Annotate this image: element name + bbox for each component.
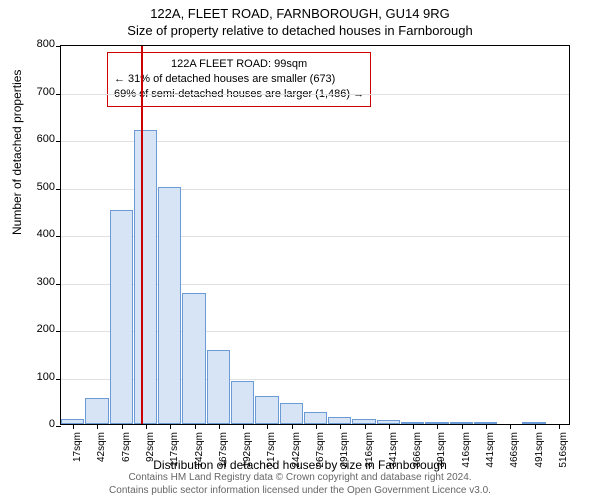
y-tick <box>56 236 61 237</box>
x-tick <box>462 424 463 429</box>
x-tick <box>365 424 366 429</box>
annotation-line2: ← 31% of detached houses are smaller (67… <box>114 72 364 87</box>
x-tick-label: 17sqm <box>72 432 83 474</box>
x-tick <box>292 424 293 429</box>
x-tick-label: 142sqm <box>194 432 205 474</box>
x-tick-label: 167sqm <box>218 432 229 474</box>
y-tick-label: 800 <box>15 38 55 50</box>
annotation-box: 122A FLEET ROAD: 99sqm ← 31% of detached… <box>107 52 371 107</box>
histogram-bar <box>134 130 157 425</box>
histogram-bar <box>158 187 181 425</box>
y-tick-label: 0 <box>15 418 55 430</box>
x-tick-label: 267sqm <box>315 432 326 474</box>
x-tick <box>195 424 196 429</box>
x-tick <box>437 424 438 429</box>
footer-line2: Contains public sector information licen… <box>0 485 600 498</box>
reference-line <box>141 46 143 424</box>
x-tick <box>267 424 268 429</box>
x-tick-label: 366sqm <box>412 432 423 474</box>
x-tick <box>340 424 341 429</box>
x-tick-label: 491sqm <box>534 432 545 474</box>
x-tick-label: 416sqm <box>461 432 472 474</box>
y-tick <box>56 46 61 47</box>
y-tick-label: 200 <box>15 323 55 335</box>
x-tick-label: 441sqm <box>485 432 496 474</box>
y-tick <box>56 284 61 285</box>
x-tick-label: 466sqm <box>509 432 520 474</box>
y-tick-label: 600 <box>15 133 55 145</box>
y-tick-label: 400 <box>15 228 55 240</box>
y-gridline <box>61 94 569 95</box>
x-tick-label: 117sqm <box>169 432 180 474</box>
histogram-bar <box>207 350 230 424</box>
histogram-bar <box>231 381 254 424</box>
x-tick-label: 217sqm <box>266 432 277 474</box>
histogram-bar <box>328 417 351 424</box>
x-tick-label: 391sqm <box>436 432 447 474</box>
x-tick <box>219 424 220 429</box>
y-tick-label: 500 <box>15 181 55 193</box>
y-tick-label: 700 <box>15 86 55 98</box>
y-tick <box>56 141 61 142</box>
chart-subtitle: Size of property relative to detached ho… <box>0 21 600 38</box>
histogram-bar <box>304 412 327 424</box>
footer-attribution: Contains HM Land Registry data © Crown c… <box>0 472 600 497</box>
x-tick <box>122 424 123 429</box>
x-tick-label: 67sqm <box>121 432 132 474</box>
y-tick <box>56 426 61 427</box>
y-tick <box>56 379 61 380</box>
chart-title: 122A, FLEET ROAD, FARNBOROUGH, GU14 9RG <box>0 0 600 21</box>
x-tick <box>97 424 98 429</box>
x-tick-label: 316sqm <box>364 432 375 474</box>
x-tick-label: 192sqm <box>242 432 253 474</box>
x-tick <box>170 424 171 429</box>
x-tick <box>316 424 317 429</box>
annotation-line1: 122A FLEET ROAD: 99sqm <box>114 57 364 72</box>
x-tick-label: 341sqm <box>388 432 399 474</box>
y-tick <box>56 189 61 190</box>
x-tick <box>389 424 390 429</box>
x-tick <box>535 424 536 429</box>
y-tick <box>56 94 61 95</box>
x-tick <box>559 424 560 429</box>
y-tick-label: 300 <box>15 276 55 288</box>
y-tick <box>56 331 61 332</box>
x-tick-label: 242sqm <box>291 432 302 474</box>
y-tick-label: 100 <box>15 371 55 383</box>
chart-plot-area: 122A FLEET ROAD: 99sqm ← 31% of detached… <box>60 45 570 425</box>
x-tick-label: 92sqm <box>145 432 156 474</box>
histogram-bar <box>280 403 303 424</box>
x-tick <box>510 424 511 429</box>
x-tick <box>243 424 244 429</box>
histogram-bar <box>85 398 108 424</box>
x-tick <box>73 424 74 429</box>
x-tick-label: 42sqm <box>96 432 107 474</box>
x-tick <box>413 424 414 429</box>
histogram-bar <box>255 396 278 425</box>
histogram-bar <box>110 210 133 424</box>
x-tick-label: 516sqm <box>558 432 569 474</box>
histogram-bar <box>182 293 205 424</box>
x-tick <box>486 424 487 429</box>
x-tick <box>146 424 147 429</box>
x-tick-label: 291sqm <box>339 432 350 474</box>
